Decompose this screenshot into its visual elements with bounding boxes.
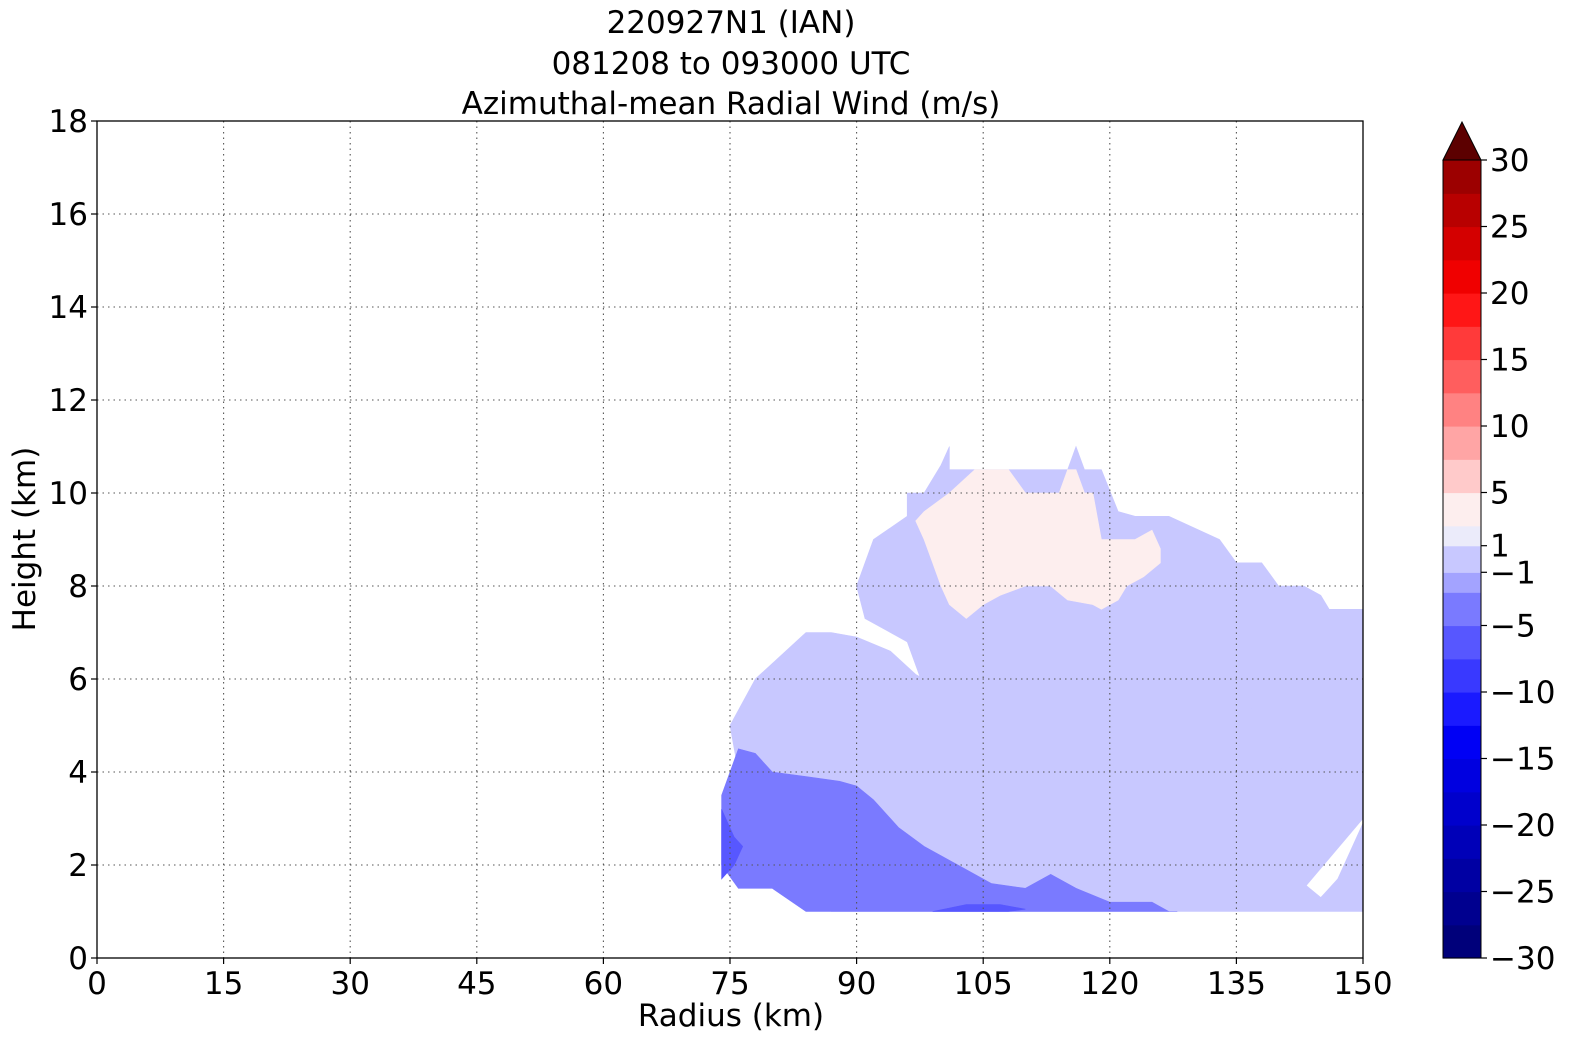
x-tick-label: 15: [204, 966, 243, 1002]
colorbar-segment: [1443, 725, 1481, 760]
contour-region-5: [932, 904, 1026, 912]
x-tick-label: 135: [1207, 966, 1266, 1002]
y-tick-label: 14: [49, 290, 88, 326]
colorbar-segment: [1443, 658, 1481, 693]
colorbar-segment: [1443, 193, 1481, 228]
y-tick-label: 10: [49, 476, 88, 512]
x-tick-label: 150: [1333, 966, 1392, 1002]
colorbar-segment: [1443, 545, 1481, 573]
colorbar-segment: [1443, 326, 1481, 361]
colorbar-segment: [1443, 572, 1481, 593]
colorbar: 30 25 20 15 10 5 1−1 −5 −10 −15 −20 −25 −30: [1442, 120, 1555, 977]
colorbar-segment: [1443, 259, 1481, 294]
x-tick-label: 75: [710, 966, 749, 1002]
y-axis-label: Height (km): [7, 447, 43, 632]
y-axis: 0 2 4 6 8 10 12 14 16 18: [49, 104, 97, 977]
colorbar-segment: [1443, 891, 1481, 926]
colorbar-tick-label: 15: [1490, 343, 1529, 379]
colorbar-tick-label: 10: [1490, 409, 1529, 445]
colorbar-tick-label: −1: [1490, 555, 1536, 591]
x-tick-label: 30: [330, 966, 369, 1002]
colorbar-tick-label: −5: [1490, 609, 1536, 645]
colorbar-tick-label: −15: [1490, 742, 1555, 778]
colorbar-frame: [1442, 159, 1482, 959]
colorbar-extend-arrow: [1442, 120, 1482, 161]
y-tick-label: 2: [68, 848, 88, 884]
y-tick-label: 4: [68, 755, 88, 791]
y-tick-label: 6: [68, 662, 88, 698]
y-tick-label: 0: [68, 941, 88, 977]
x-axis-label: Radius (km): [638, 998, 824, 1034]
contour-region-4: [721, 809, 744, 880]
colorbar-segment: [1443, 625, 1481, 660]
colorbar-segment: [1443, 525, 1481, 547]
x-tick-label: 0: [87, 966, 107, 1002]
x-axis: 0 15 30 45 60 75 90 105 120 135 150: [87, 958, 1393, 1002]
colorbar-tick-label: 30: [1490, 143, 1529, 179]
colorbar-segment: [1443, 160, 1481, 194]
x-tick-label: 120: [1080, 966, 1139, 1002]
contour-region-1: [915, 469, 1161, 619]
colorbar-segment: [1443, 692, 1481, 726]
colorbar-tick-label: 25: [1490, 210, 1529, 246]
colorbar-segment: [1443, 592, 1481, 627]
colorbar-segment: [1443, 758, 1481, 793]
colorbar-segment: [1443, 924, 1481, 959]
x-tick-label: 90: [837, 966, 876, 1002]
colorbar-segment: [1443, 459, 1481, 494]
y-tick-label: 8: [68, 569, 88, 605]
chart-title-line-1: 220927N1 (IAN): [607, 5, 856, 41]
colorbar-tick-label: −25: [1490, 875, 1555, 911]
y-tick-label: 12: [49, 383, 88, 419]
x-tick-label: 60: [584, 966, 623, 1002]
colorbar-tick-label: −10: [1490, 675, 1555, 711]
colorbar-tick-label: −30: [1490, 941, 1555, 977]
colorbar-tick-label: 20: [1490, 276, 1529, 312]
y-tick-label: 18: [49, 104, 88, 140]
chart-title-line-3: Azimuthal-mean Radial Wind (m/s): [462, 86, 1001, 122]
chart-title-line-2: 081208 to 093000 UTC: [552, 46, 911, 82]
colorbar-segment: [1443, 293, 1481, 327]
y-tick-label: 16: [49, 197, 88, 233]
colorbar-segment: [1443, 426, 1481, 460]
colorbar-segment: [1443, 825, 1481, 859]
grid-lines: [97, 121, 1363, 958]
colorbar-tick-label: 1: [1490, 529, 1510, 565]
colorbar-tick-label: −20: [1490, 808, 1555, 844]
colorbar-segment: [1443, 858, 1481, 893]
colorbar-segment: [1443, 226, 1481, 261]
colorbar-segment: [1443, 791, 1481, 826]
x-tick-label: 45: [457, 966, 496, 1002]
colorbar-segment: [1443, 359, 1481, 394]
colorbar-segment: [1443, 492, 1481, 527]
colorbar-segment: [1443, 392, 1481, 427]
colorbar-tick-label: 5: [1490, 476, 1510, 512]
x-tick-label: 105: [954, 966, 1013, 1002]
